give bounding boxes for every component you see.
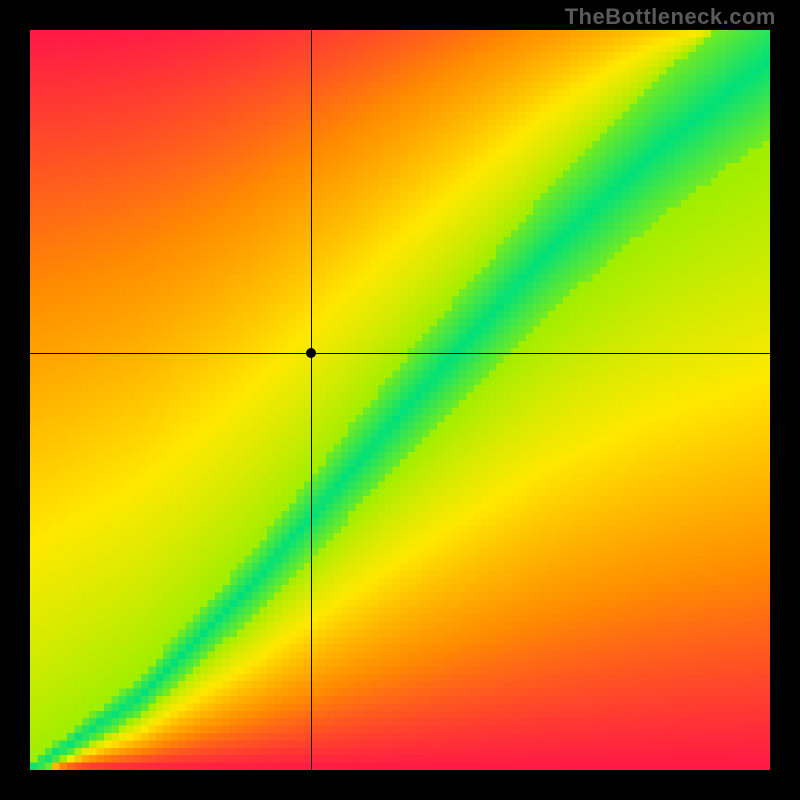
heatmap-canvas (30, 30, 770, 770)
bottleneck-heatmap (30, 30, 770, 770)
watermark-text: TheBottleneck.com (565, 4, 776, 30)
crosshair-vertical (311, 30, 312, 770)
crosshair-horizontal (30, 353, 770, 354)
crosshair-marker (306, 348, 316, 358)
